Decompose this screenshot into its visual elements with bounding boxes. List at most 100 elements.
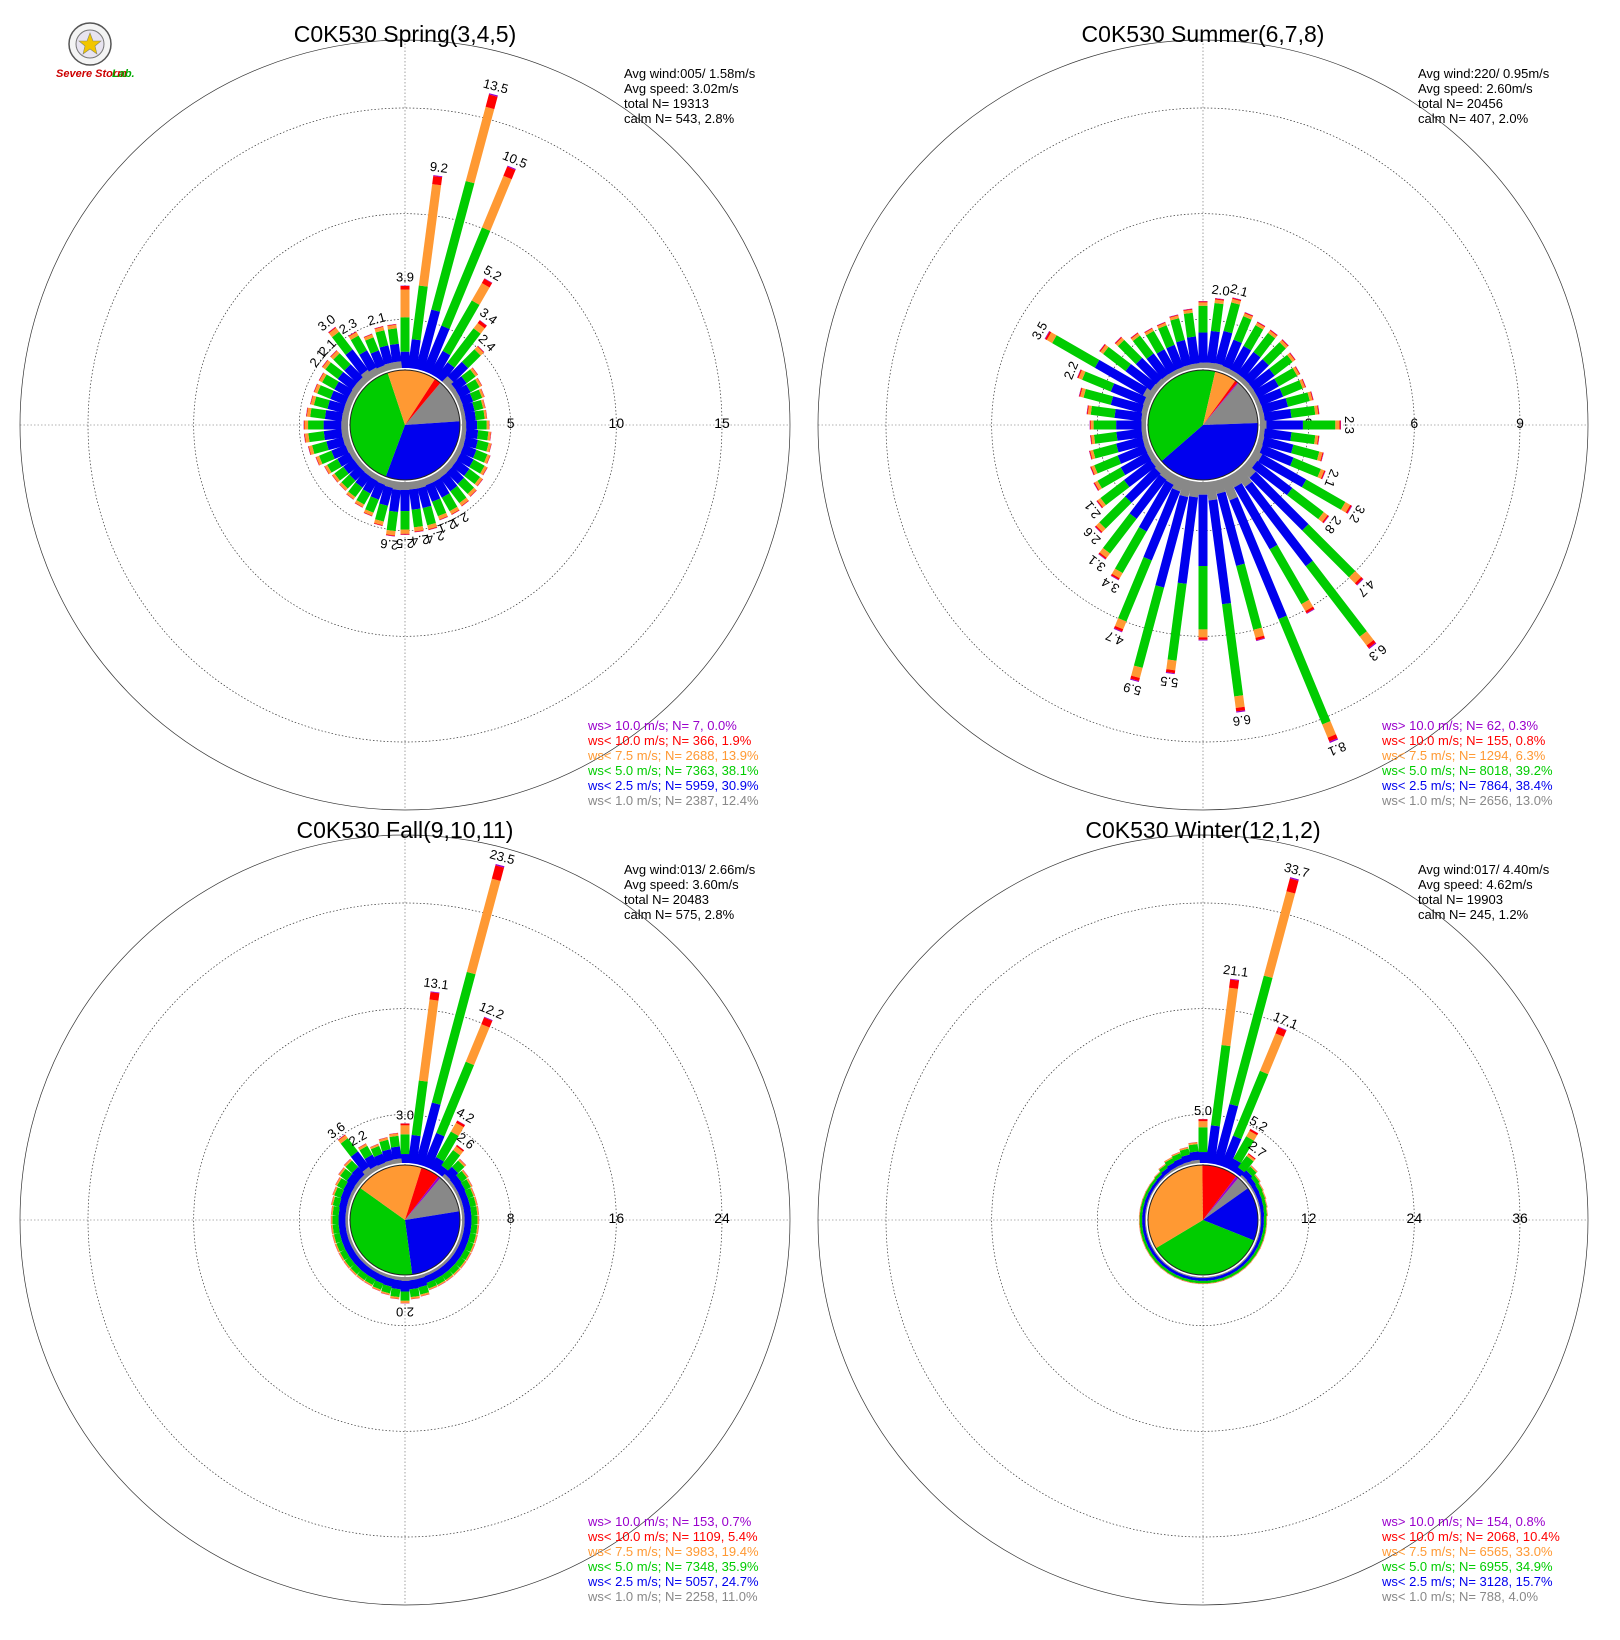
legend-entry-gt10: ws> 10.0 m/s; N= 62, 0.3%: [1381, 718, 1539, 733]
bar-segment-lt1: [1169, 1166, 1179, 1173]
bar-segment-lt1: [1144, 1222, 1148, 1233]
bar-segment-lt25: [345, 1245, 356, 1258]
bar-segment-lt1: [1253, 1193, 1259, 1203]
bar-segment-gt10: [451, 510, 460, 516]
sector-label: 2.4: [410, 532, 430, 549]
bar-segment-lt75: [1221, 987, 1238, 1047]
bar-segment-lt75: [363, 509, 374, 516]
bar-segment-lt25: [375, 1273, 387, 1284]
sector-label: 9.2: [429, 159, 449, 176]
sector-bar: [1086, 405, 1148, 423]
bar-segment-lt5: [1198, 1280, 1208, 1284]
sector-label: 2.4: [424, 528, 445, 547]
grid-ring: [193, 213, 617, 637]
bar-segment-lt25: [362, 476, 378, 494]
bar-segment-lt25: [423, 1273, 435, 1284]
bar-segment-lt10: [1265, 1223, 1268, 1233]
bar-segment-lt75: [1318, 511, 1328, 523]
sector-bar: [1227, 472, 1315, 614]
bar-segment-lt25: [1151, 1179, 1160, 1189]
bar-segment-lt25: [1206, 330, 1220, 364]
bar-segment-lt5: [1302, 524, 1356, 578]
bar-segment-gt10: [1289, 877, 1299, 881]
bar-segment-lt5: [1158, 325, 1175, 349]
bar-segment-lt5: [1099, 496, 1132, 529]
bar-segment-lt75: [1253, 627, 1265, 638]
bar-segment-lt75: [316, 455, 323, 466]
bar-segment-gt10: [1306, 608, 1315, 614]
grid-ring: [87, 902, 723, 1538]
sector-bar: [1234, 1262, 1246, 1274]
bar-segment-gt10: [1086, 405, 1089, 415]
bar-segment-lt10: [1090, 435, 1093, 445]
sector-bar: [1227, 1128, 1259, 1173]
bar-segment-lt25: [343, 459, 359, 474]
bar-segment-gt10: [1077, 369, 1081, 378]
bar-segment-lt5: [1258, 1190, 1266, 1201]
sector-bar: [460, 1222, 480, 1235]
bar-segment-gt10: [330, 1225, 333, 1235]
bar-segment-gt10: [1244, 312, 1254, 316]
bar-segment-lt5: [379, 1139, 391, 1152]
bar-segment-lt5: [441, 1149, 461, 1171]
bar-segment-lt5: [333, 353, 351, 371]
bar-segment-lt75: [338, 1135, 348, 1144]
sector-bar: [332, 1186, 355, 1203]
legend-entry-lt75: ws< 7.5 m/s; N= 2688, 13.9%: [587, 748, 759, 763]
bar-segment-lt10: [1188, 1142, 1198, 1144]
bar-segment-lt1: [1258, 427, 1265, 438]
bar-segment-gt10: [385, 535, 395, 537]
bar-segment-lt10: [332, 475, 338, 483]
bar-segment-lt1: [1198, 482, 1208, 495]
bar-segment-lt1: [1245, 1251, 1252, 1259]
bar-segment-lt1: [1240, 1174, 1249, 1183]
sector-bar: [1163, 1156, 1179, 1173]
bar-segment-lt25: [1229, 497, 1287, 620]
bar-segment-lt75: [1140, 1232, 1143, 1241]
bar-segment-gt10: [1265, 1198, 1268, 1208]
ring-label: 24: [1407, 1210, 1423, 1226]
bar-segment-lt1: [1250, 1244, 1256, 1253]
bar-segment-lt75: [486, 420, 489, 430]
bar-segment-lt75: [453, 1146, 464, 1156]
bar-segment-gt10: [1144, 327, 1153, 333]
bar-segment-lt75: [478, 388, 485, 398]
pie-slice-lt5: [1155, 1220, 1255, 1275]
bar-segment-lt1: [345, 1207, 350, 1218]
bar-segment-lt25: [364, 1154, 379, 1170]
bar-segment-gt10: [318, 372, 324, 381]
bar-segment-gt10: [1262, 1190, 1267, 1199]
bar-segment-lt1: [347, 1192, 355, 1203]
bar-segment-lt25: [1156, 1173, 1166, 1183]
sector-label: 4.7: [1103, 628, 1125, 649]
bar-segment-lt1: [1227, 472, 1242, 488]
sector-bar: [1113, 475, 1186, 633]
bar-segment-gt10: [438, 1281, 446, 1287]
bar-segment-lt75: [1254, 1174, 1261, 1183]
sector-bar: [1144, 327, 1179, 378]
bar-segment-lt5: [436, 1061, 475, 1137]
bar-segment-lt10: [363, 512, 373, 517]
bar-segment-lt75: [335, 1243, 340, 1253]
bar-segment-lt10: [1249, 1128, 1259, 1136]
bar-segment-lt10: [432, 175, 443, 186]
bar-segment-lt25: [455, 384, 471, 399]
bar-segment-lt10: [455, 1120, 466, 1128]
sector-bar: [380, 1273, 395, 1296]
bar-segment-lt5: [474, 410, 485, 421]
bar-segment-gt10: [309, 395, 313, 405]
bar-segment-lt10: [451, 509, 460, 515]
bar-segment-lt25: [1246, 1177, 1257, 1188]
grid-ring: [991, 1008, 1415, 1432]
bar-segment-lt25: [1246, 1251, 1255, 1261]
sector-label: 2.1: [1321, 467, 1342, 489]
sector-bar: [1198, 1118, 1208, 1163]
bar-segment-lt5: [327, 458, 342, 473]
bar-segment-lt75: [486, 442, 492, 453]
sector-bar: [1158, 1163, 1172, 1178]
sector-bar: [442, 1158, 467, 1183]
bar-segment-lt25: [1155, 494, 1189, 588]
bar-segment-gt10: [1094, 526, 1102, 534]
bar-segment-gt10: [1130, 332, 1138, 339]
bar-segment-gt10: [328, 326, 336, 333]
